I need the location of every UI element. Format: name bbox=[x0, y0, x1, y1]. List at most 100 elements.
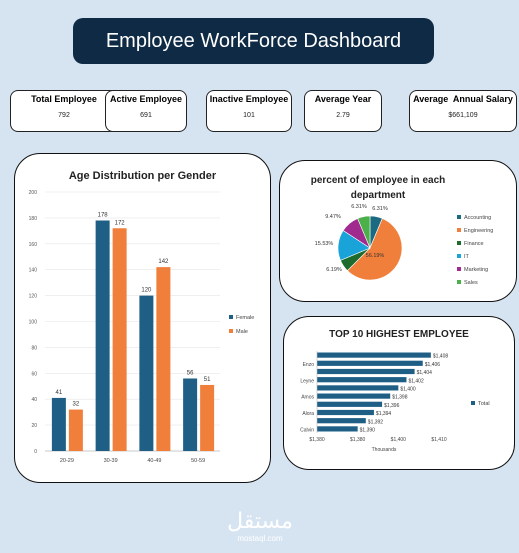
legend-swatch bbox=[471, 401, 475, 405]
watermark-logo: مستقل mostaql.com bbox=[225, 510, 295, 552]
kpi-label: Inactive Employee bbox=[209, 94, 289, 104]
bar-female bbox=[183, 378, 198, 451]
kpi-value: $661,109 bbox=[448, 112, 478, 119]
kpi-value: 101 bbox=[243, 112, 255, 119]
slice-label: 6.31% bbox=[372, 206, 388, 212]
x-tick-label: 40-49 bbox=[147, 458, 161, 464]
data-label: 41 bbox=[56, 390, 63, 396]
data-label: $1,396 bbox=[384, 403, 400, 409]
bar-female bbox=[139, 295, 154, 451]
bar-total bbox=[317, 385, 399, 391]
legend-label: Marketing bbox=[464, 267, 488, 273]
bar-total bbox=[317, 368, 415, 375]
legend-label: Male bbox=[236, 329, 248, 335]
dashboard-title: Employee WorkForce Dashboard bbox=[73, 18, 434, 64]
age-distribution-chart: 0 20 40 60 80 100 120 140 160 180 200 41 32 20-29 178 1… bbox=[29, 190, 255, 464]
bar-total bbox=[317, 393, 391, 399]
bar-total bbox=[317, 352, 431, 358]
bar-total bbox=[317, 426, 358, 432]
kpi-value: 691 bbox=[140, 112, 152, 119]
legend-swatch bbox=[457, 280, 461, 284]
x-tick-label: $1,410 bbox=[431, 437, 447, 443]
legend-swatch bbox=[457, 254, 461, 258]
y-tick-label: Enzo bbox=[303, 362, 315, 368]
bar-female bbox=[51, 397, 66, 451]
top-employee-chart-title: TOP 10 HIGHEST EMPLOYEE bbox=[329, 329, 469, 340]
department-chart-title: percent of employee in each department bbox=[310, 175, 446, 201]
data-label: 172 bbox=[115, 220, 126, 226]
bar-male bbox=[156, 267, 171, 451]
kpi-label: Total Employee bbox=[31, 94, 97, 104]
x-tick-label: $1,400 bbox=[391, 437, 407, 443]
legend-swatch bbox=[457, 215, 461, 219]
y-tick-label: Alora bbox=[302, 411, 314, 417]
y-tick-label: 160 bbox=[29, 242, 38, 248]
kpi-inactive-employee: Inactive Employee 101 bbox=[206, 90, 292, 132]
kpi-active-employee: Active Employee 691 bbox=[105, 90, 187, 132]
bar-male bbox=[200, 384, 215, 451]
x-tick-label: $1,380 bbox=[350, 437, 366, 443]
y-tick-label: Amos bbox=[301, 395, 314, 401]
y-tick-label: 100 bbox=[29, 320, 38, 326]
age-chart-title: Age Distribution per Gender bbox=[68, 170, 217, 182]
y-tick-label: 120 bbox=[29, 294, 38, 300]
pie-slice-engineering bbox=[346, 218, 403, 281]
legend-label: Accounting bbox=[464, 215, 491, 221]
bar-total bbox=[317, 377, 407, 383]
legend-swatch bbox=[229, 329, 233, 333]
kpi-value: 792 bbox=[58, 112, 70, 119]
data-label: $1,400 bbox=[400, 387, 416, 393]
legend-label: Engineering bbox=[464, 228, 493, 234]
legend-swatch bbox=[229, 315, 233, 319]
y-tick-label: 0 bbox=[34, 449, 37, 455]
department-card: percent of employee in each department 6… bbox=[279, 160, 517, 302]
legend-label: Female bbox=[236, 315, 254, 321]
data-label: $1,402 bbox=[408, 378, 424, 384]
y-tick-label: Calvin bbox=[300, 428, 314, 434]
bar-female bbox=[95, 220, 110, 451]
kpi-label: Average Annual Salary bbox=[413, 94, 513, 104]
legend-label: IT bbox=[464, 254, 470, 260]
data-label: 120 bbox=[141, 288, 152, 294]
data-label: $1,408 bbox=[433, 354, 449, 360]
legend-swatch bbox=[457, 241, 461, 245]
legend-label: Total bbox=[478, 401, 490, 407]
department-pie-chart: 6.31% Accounting 56.19% Engineering 6.19% Fin… bbox=[315, 204, 494, 286]
legend-label: Finance bbox=[464, 241, 484, 247]
data-label: $1,404 bbox=[417, 370, 433, 376]
bar-total bbox=[317, 409, 374, 416]
x-tick-label: $1,380 bbox=[309, 437, 325, 443]
y-tick-label: 40 bbox=[31, 397, 37, 403]
kpi-label: Active Employee bbox=[109, 94, 183, 104]
top-employee-card: TOP 10 HIGHEST EMPLOYEE $1,390 Calvin $1,3… bbox=[283, 316, 515, 470]
y-tick-label: 60 bbox=[31, 371, 37, 377]
bar-total bbox=[317, 418, 366, 424]
data-label: $1,392 bbox=[368, 419, 384, 425]
data-label: 56 bbox=[187, 370, 194, 376]
y-tick-label: 20 bbox=[31, 423, 37, 429]
pie-slice-sales bbox=[357, 215, 371, 249]
data-label: 51 bbox=[204, 377, 211, 383]
bar-male bbox=[68, 409, 83, 451]
age-distribution-card: Age Distribution per Gender 0 20 40 60 80 100… bbox=[14, 153, 271, 483]
bar-total bbox=[317, 360, 423, 366]
slice-label: 6.31% bbox=[351, 204, 367, 210]
x-tick-label: 50-59 bbox=[191, 458, 205, 464]
watermark-script: مستقل bbox=[227, 509, 293, 534]
bar-male bbox=[112, 228, 127, 451]
slice-label: 15.53% bbox=[315, 241, 334, 247]
data-label: 32 bbox=[73, 402, 80, 408]
slice-label: 9.47% bbox=[325, 214, 341, 220]
y-tick-label: 140 bbox=[29, 268, 38, 274]
data-label: 178 bbox=[98, 212, 109, 218]
kpi-value: 2.79 bbox=[336, 112, 350, 119]
legend-label: Sales bbox=[464, 280, 478, 286]
kpi-average-annual-salary: Average Annual Salary $661,109 bbox=[409, 90, 517, 132]
x-tick-label: 20-29 bbox=[60, 458, 74, 464]
x-tick-label: 30-39 bbox=[104, 458, 118, 464]
kpi-label: Average Year bbox=[314, 94, 372, 104]
y-tick-label: 180 bbox=[29, 216, 38, 222]
y-tick-label: 200 bbox=[29, 190, 38, 196]
top-employee-chart: $1,390 Calvin $1,392 $1,394 Alora $1,396 $1,39… bbox=[300, 351, 490, 453]
legend-swatch bbox=[457, 228, 461, 232]
